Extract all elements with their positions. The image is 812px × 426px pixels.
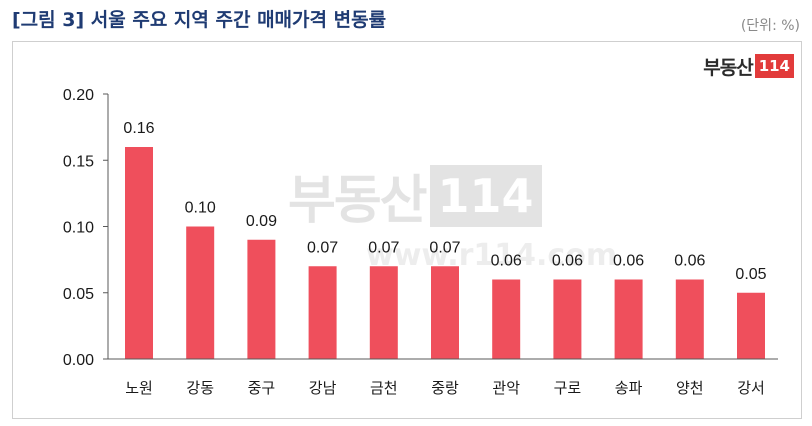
value-label: 0.16 [123,120,154,137]
y-tick-label: 0.15 [63,153,94,170]
bar [553,279,582,359]
x-tick-label: 관악 [492,379,520,397]
x-tick-label: 강남 [309,379,337,397]
bar [614,279,643,359]
value-label: 0.06 [613,253,644,270]
bar [737,292,765,359]
bar [675,279,704,359]
x-tick-label: 금천 [370,379,398,397]
bar [186,226,215,359]
value-label: 0.06 [674,253,705,270]
bar [125,147,153,359]
logo-number-badge: 114 [754,54,794,78]
y-tick-label: 0.20 [63,87,94,104]
unit-label: (단위: %) [740,18,800,34]
value-label: 0.09 [246,213,277,230]
x-tick-label: 강서 [737,379,765,397]
x-tick-label: 양천 [676,379,704,397]
x-axis: 노원 강동 중구 강남 금천 중랑 관악 구로 송파 양천 강서 [108,358,778,397]
logo-text: 부동산 [703,56,753,79]
x-tick-label: 중구 [248,379,276,397]
value-label: 0.07 [429,239,460,256]
x-tick-label: 송파 [615,379,643,397]
value-label: 0.07 [307,239,338,256]
x-tick-label: 강동 [186,379,214,397]
bar [431,266,459,359]
value-label: 0.06 [552,253,583,270]
y-tick-label: 0.00 [63,352,94,369]
value-label: 0.06 [491,253,522,270]
chart-frame [12,41,802,419]
x-tick-label: 노원 [125,379,153,397]
value-labels: 0.16 0.10 0.09 0.07 0.07 0.07 0.06 0.06 0.06 0.06… [123,120,766,283]
value-label: 0.10 [185,200,216,217]
brand-logo: 부동산 114 [703,52,794,80]
bar [369,266,398,359]
x-tick-label: 구로 [554,379,582,397]
bars [125,147,765,359]
bar [308,266,337,359]
y-axis: 0.00 0.05 0.10 0.15 0.20 [63,87,109,369]
x-tick-label: 중랑 [431,379,459,397]
y-tick-label: 0.05 [63,286,94,303]
chart-title: [그림 3] 서울 주요 지역 주간 매매가격 변동률 [12,9,387,31]
bar [247,239,276,359]
value-label: 0.07 [368,239,399,256]
value-label: 0.05 [735,266,766,283]
y-tick-label: 0.10 [63,220,94,237]
bar [492,279,521,359]
